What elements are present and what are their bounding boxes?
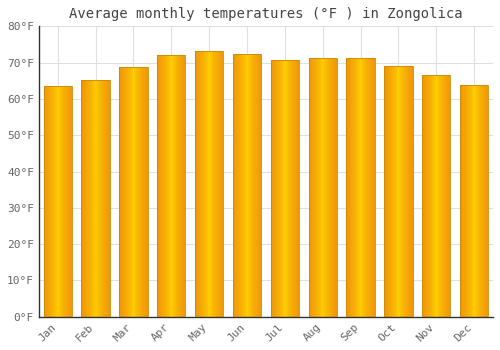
Bar: [460, 85, 488, 317]
Title: Average monthly temperatures (°F ) in Zongolica: Average monthly temperatures (°F ) in Zo…: [69, 7, 462, 21]
Bar: [308, 58, 337, 317]
Bar: [157, 55, 186, 317]
Bar: [346, 58, 375, 317]
Bar: [270, 60, 299, 317]
Bar: [44, 86, 72, 317]
Bar: [119, 66, 148, 317]
Bar: [384, 66, 412, 317]
Bar: [195, 51, 224, 317]
Bar: [422, 75, 450, 317]
Bar: [82, 80, 110, 317]
Bar: [233, 54, 261, 317]
